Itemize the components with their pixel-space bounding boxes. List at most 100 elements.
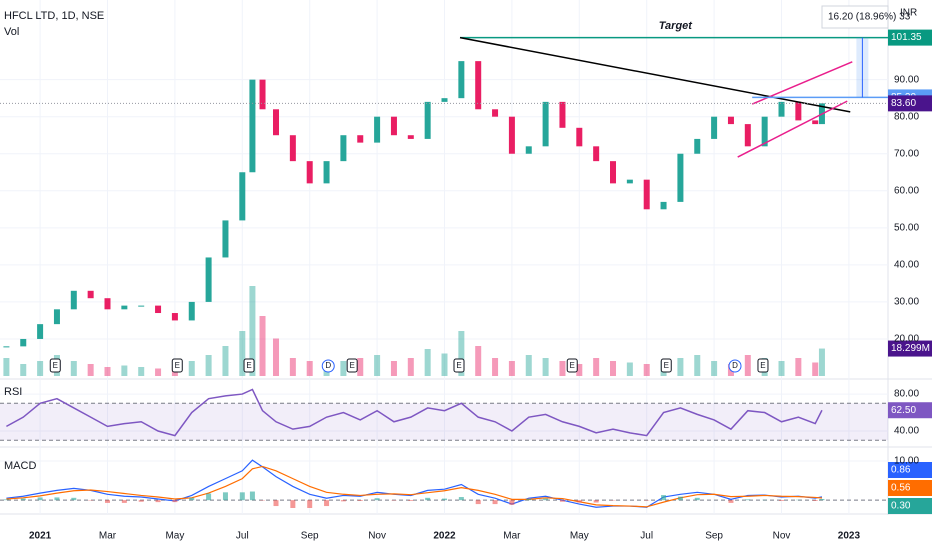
volume-bar <box>340 361 347 376</box>
macd-histogram-bar <box>37 497 43 501</box>
macd-histogram-bar <box>273 500 279 507</box>
y-tick-label: 70.00 <box>894 148 919 159</box>
macd-histogram-bar <box>222 492 228 501</box>
macd-histogram-bar <box>54 497 60 501</box>
event-badge <box>346 358 358 373</box>
macd-histogram-bar <box>779 500 785 501</box>
macd-histogram-bar <box>408 500 414 501</box>
volume-bar <box>306 361 313 376</box>
event-badge <box>728 359 742 373</box>
candle <box>121 305 128 310</box>
macd-histogram-bar <box>819 498 825 501</box>
macd-histogram-bar <box>745 499 751 501</box>
candle <box>778 101 785 117</box>
y-tick-label: 50.00 <box>894 222 919 233</box>
event-label: D <box>732 361 738 370</box>
x-tick-label: Sep <box>705 531 723 542</box>
volume-bar <box>188 361 195 376</box>
candle <box>70 290 77 310</box>
macd-histogram-bar <box>71 497 77 501</box>
macd-line <box>6 459 823 508</box>
volume-legend: Vol <box>4 26 19 38</box>
candle <box>576 127 583 147</box>
volume-bar <box>205 355 212 376</box>
event-badge <box>453 358 465 373</box>
volume-bar <box>677 358 684 376</box>
event-badge <box>171 358 183 373</box>
candle <box>694 138 701 154</box>
candle <box>171 313 178 321</box>
event-badge <box>321 359 335 373</box>
macd-value-label-box <box>888 462 932 478</box>
volume-bar <box>70 361 77 376</box>
macd-histogram-bar <box>492 500 498 505</box>
y-tick-label: 90.00 <box>894 74 919 85</box>
candle <box>222 220 229 258</box>
candle <box>626 179 633 184</box>
volume-bar <box>407 358 414 376</box>
candle <box>155 305 162 314</box>
macd-histogram-bar <box>206 493 212 501</box>
candle <box>559 101 566 128</box>
x-tick-label: Mar <box>99 531 117 542</box>
volume-bar <box>812 362 819 376</box>
y-tick-label: 40.00 <box>894 260 919 271</box>
rsi-value-label-box <box>888 402 932 419</box>
chart-title: HFCL LTD, 1D, NSE <box>4 10 104 22</box>
volume-label: 18.299M <box>891 343 930 354</box>
volume-bar <box>249 286 256 376</box>
candle <box>407 135 414 139</box>
event-label: E <box>246 361 251 370</box>
candle <box>259 79 266 110</box>
y-tick-label: 20.00 <box>894 334 919 345</box>
price-level-label-box <box>888 29 932 46</box>
macd-histogram-bar <box>324 500 330 507</box>
macd-histogram-bar <box>121 500 127 503</box>
macd-histogram-bar <box>155 500 161 503</box>
candle <box>390 116 397 136</box>
macd-histogram-bar <box>20 498 26 501</box>
volume-bar <box>559 361 566 376</box>
macd-histogram-bar <box>307 500 313 508</box>
trend-line <box>737 100 848 158</box>
event-badge <box>757 358 769 373</box>
rsi-line <box>6 388 823 437</box>
macd-histogram-bar <box>189 497 195 501</box>
macd-histogram-bar <box>138 500 144 502</box>
macd-legend: MACD <box>4 460 36 472</box>
macd-value-label: 0.30 <box>891 501 911 512</box>
grid <box>0 0 888 514</box>
volume-bar <box>121 365 128 376</box>
volume-bar <box>458 331 465 376</box>
event-label: E <box>760 361 765 370</box>
candle <box>249 79 256 173</box>
currency: INR <box>900 8 917 19</box>
volume-bar <box>818 348 825 376</box>
candle <box>492 109 499 117</box>
marks <box>0 61 888 508</box>
macd-histogram-bar <box>357 500 363 501</box>
x-tick-label: 2022 <box>433 531 456 542</box>
candle <box>542 101 549 147</box>
volume-bar <box>508 361 515 376</box>
x-tick-label: May <box>570 531 589 542</box>
volume-bar <box>222 346 229 376</box>
volume-bar <box>3 358 10 376</box>
candle <box>475 61 482 110</box>
macd-histogram-bar <box>559 500 565 502</box>
volume-bar <box>492 358 499 376</box>
y-tick-label: 80.00 <box>894 389 919 400</box>
candle <box>306 161 313 184</box>
price-level-label-box <box>888 95 932 112</box>
rsi-value-label: 62.50 <box>891 405 916 416</box>
macd-histogram-bar <box>526 498 532 501</box>
candle <box>711 116 718 139</box>
candle <box>289 135 296 162</box>
macd-value-label: 0.86 <box>891 465 911 476</box>
macd-histogram-bar <box>458 497 464 501</box>
candle <box>525 146 532 154</box>
volume-bar <box>711 361 718 376</box>
price-level-label: 101.35 <box>891 32 922 43</box>
